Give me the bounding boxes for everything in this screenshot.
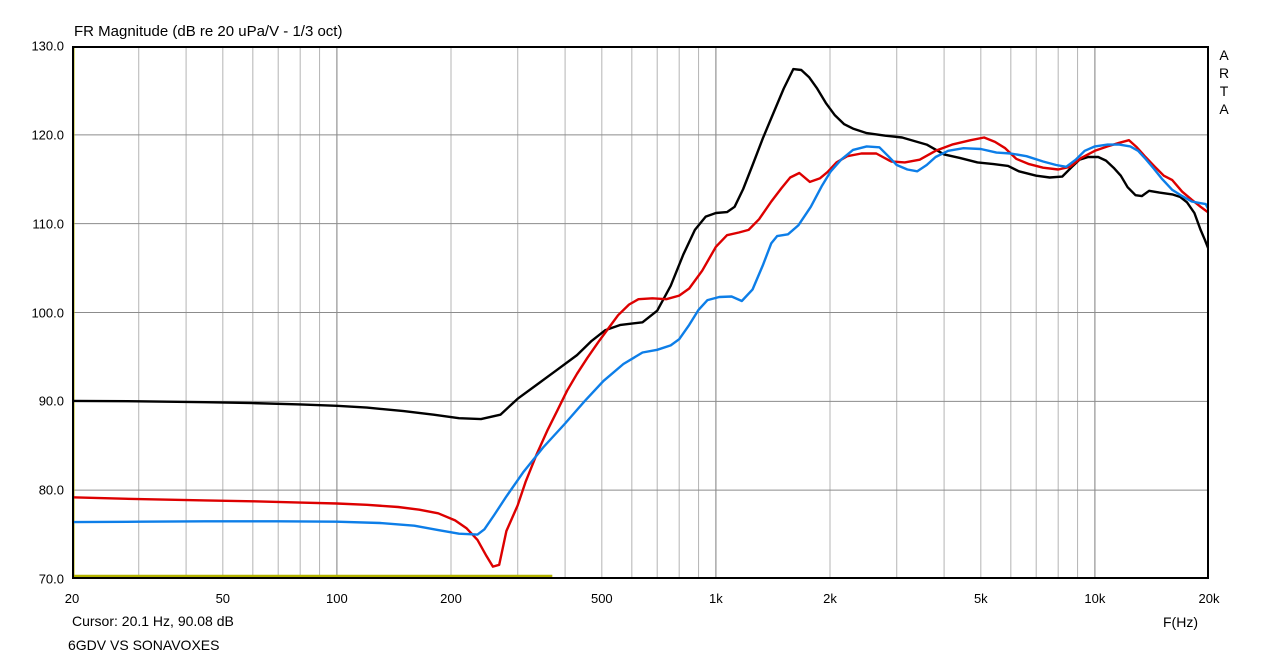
y-tick-label: 90.0	[38, 393, 64, 409]
x-tick-label: 20	[64, 591, 80, 606]
y-tick-label: 80.0	[38, 482, 64, 498]
y-tick-label: 110.0	[32, 216, 64, 232]
chart-subtitle: 6GDV VS SONAVOXES	[68, 637, 220, 653]
y-tick-label: 100.0	[31, 305, 64, 320]
arta-watermark: ARTA	[1216, 47, 1232, 119]
plot-region	[72, 46, 1209, 579]
plot-area[interactable]	[72, 46, 1209, 579]
black-curve	[72, 67, 1209, 421]
y-tick-label: 130.0	[31, 38, 64, 54]
x-tick-label: 10k	[1084, 591, 1106, 606]
x-axis-unit-label: F(Hz)	[1163, 614, 1198, 630]
chart-title: FR Magnitude (dB re 20 uPa/V - 1/3 oct)	[74, 23, 343, 40]
x-tick-label: 1k	[709, 591, 723, 606]
cursor-readout: Cursor: 20.1 Hz, 90.08 dB	[72, 613, 234, 629]
blue-curve	[72, 143, 1209, 536]
x-tick-label: 2k	[823, 591, 837, 606]
x-tick-label: 100	[326, 591, 348, 606]
red-curve	[72, 136, 1209, 568]
y-tick-label: 120.0	[31, 127, 64, 143]
x-tick-label: 50	[215, 591, 231, 606]
x-tick-label: 200	[440, 591, 462, 606]
x-tick-label: 5k	[973, 591, 988, 606]
plot-border	[72, 46, 1209, 579]
x-tick-label: 500	[590, 591, 613, 606]
y-tick-label: 70.0	[38, 571, 64, 587]
x-tick-label: 20k	[1198, 591, 1220, 606]
